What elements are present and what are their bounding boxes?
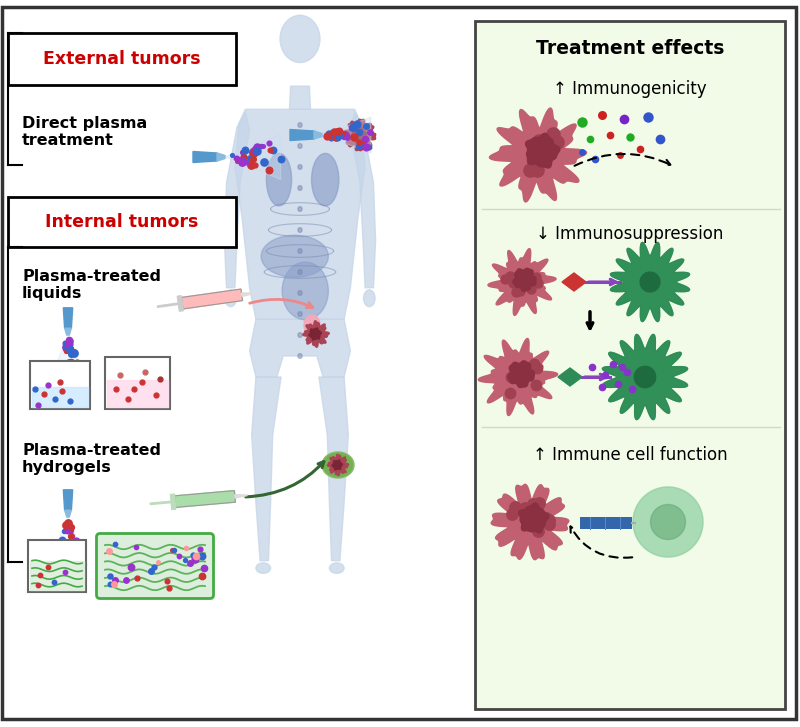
Polygon shape [508,361,534,387]
Bar [28,540,86,592]
Ellipse shape [225,290,237,307]
Polygon shape [322,117,371,153]
Polygon shape [324,454,352,477]
Polygon shape [65,328,71,335]
Polygon shape [252,377,281,561]
Text: ↓ Immunosuppression: ↓ Immunosuppression [536,225,724,243]
Text: Treatment effects: Treatment effects [536,39,724,58]
Bar [30,361,90,409]
FancyBboxPatch shape [97,534,214,598]
Polygon shape [224,113,250,288]
Text: Plasma-treated
hydrogels: Plasma-treated hydrogels [22,443,161,475]
Text: ↑ Immunogenicity: ↑ Immunogenicity [553,80,707,98]
Polygon shape [513,268,536,292]
Polygon shape [602,334,687,419]
Ellipse shape [266,153,292,206]
Polygon shape [490,108,586,202]
Ellipse shape [256,563,270,574]
Ellipse shape [298,185,302,190]
Ellipse shape [298,123,302,127]
Polygon shape [174,491,235,507]
Text: Direct plasma
treatment: Direct plasma treatment [22,116,147,148]
Ellipse shape [298,270,302,274]
Ellipse shape [298,291,302,295]
Text: Plasma-treated
liquids: Plasma-treated liquids [22,269,161,301]
Polygon shape [250,319,350,377]
Polygon shape [309,328,322,340]
Polygon shape [602,334,687,419]
Bar [580,517,632,529]
Text: ↑ Immune cell function: ↑ Immune cell function [533,446,727,464]
FancyBboxPatch shape [8,197,236,247]
Polygon shape [182,289,242,309]
Polygon shape [178,296,183,311]
Ellipse shape [282,262,328,320]
Polygon shape [562,273,586,291]
Text: External tumors: External tumors [43,50,201,68]
Polygon shape [261,236,328,277]
Polygon shape [610,243,690,321]
Polygon shape [327,454,349,475]
Polygon shape [290,87,310,109]
Polygon shape [193,151,217,163]
Polygon shape [63,308,73,328]
Ellipse shape [298,206,302,212]
Polygon shape [302,321,330,348]
Ellipse shape [298,333,302,337]
Polygon shape [558,368,582,386]
Ellipse shape [298,228,302,233]
Circle shape [634,366,656,387]
Polygon shape [49,335,87,383]
Polygon shape [49,517,87,565]
Polygon shape [225,134,281,180]
Polygon shape [235,109,365,319]
Polygon shape [518,503,549,533]
Ellipse shape [311,153,339,206]
Polygon shape [158,302,182,308]
Polygon shape [319,377,348,561]
Ellipse shape [298,353,302,358]
Polygon shape [304,315,320,335]
Ellipse shape [298,144,302,148]
Circle shape [650,505,686,539]
Polygon shape [290,129,314,140]
Bar [105,357,170,409]
Polygon shape [332,460,342,470]
Polygon shape [150,501,175,505]
Polygon shape [610,243,690,321]
Polygon shape [488,249,556,316]
Polygon shape [63,490,73,510]
Ellipse shape [298,249,302,254]
Ellipse shape [298,312,302,316]
Ellipse shape [330,563,344,574]
Polygon shape [350,127,367,142]
Polygon shape [526,133,560,168]
Ellipse shape [280,15,320,63]
Polygon shape [65,510,71,517]
Polygon shape [217,153,225,161]
Polygon shape [491,484,569,560]
Polygon shape [633,487,703,557]
Ellipse shape [363,290,375,307]
Polygon shape [478,339,558,416]
Ellipse shape [298,164,302,169]
FancyBboxPatch shape [475,21,785,709]
Circle shape [640,272,660,292]
Polygon shape [234,494,247,498]
Polygon shape [350,113,376,288]
Text: Internal tumors: Internal tumors [46,213,198,231]
FancyBboxPatch shape [8,33,236,85]
Polygon shape [322,452,354,478]
Polygon shape [242,293,254,297]
Polygon shape [344,119,376,150]
Polygon shape [170,494,176,510]
Polygon shape [314,131,322,139]
Polygon shape [633,487,703,557]
